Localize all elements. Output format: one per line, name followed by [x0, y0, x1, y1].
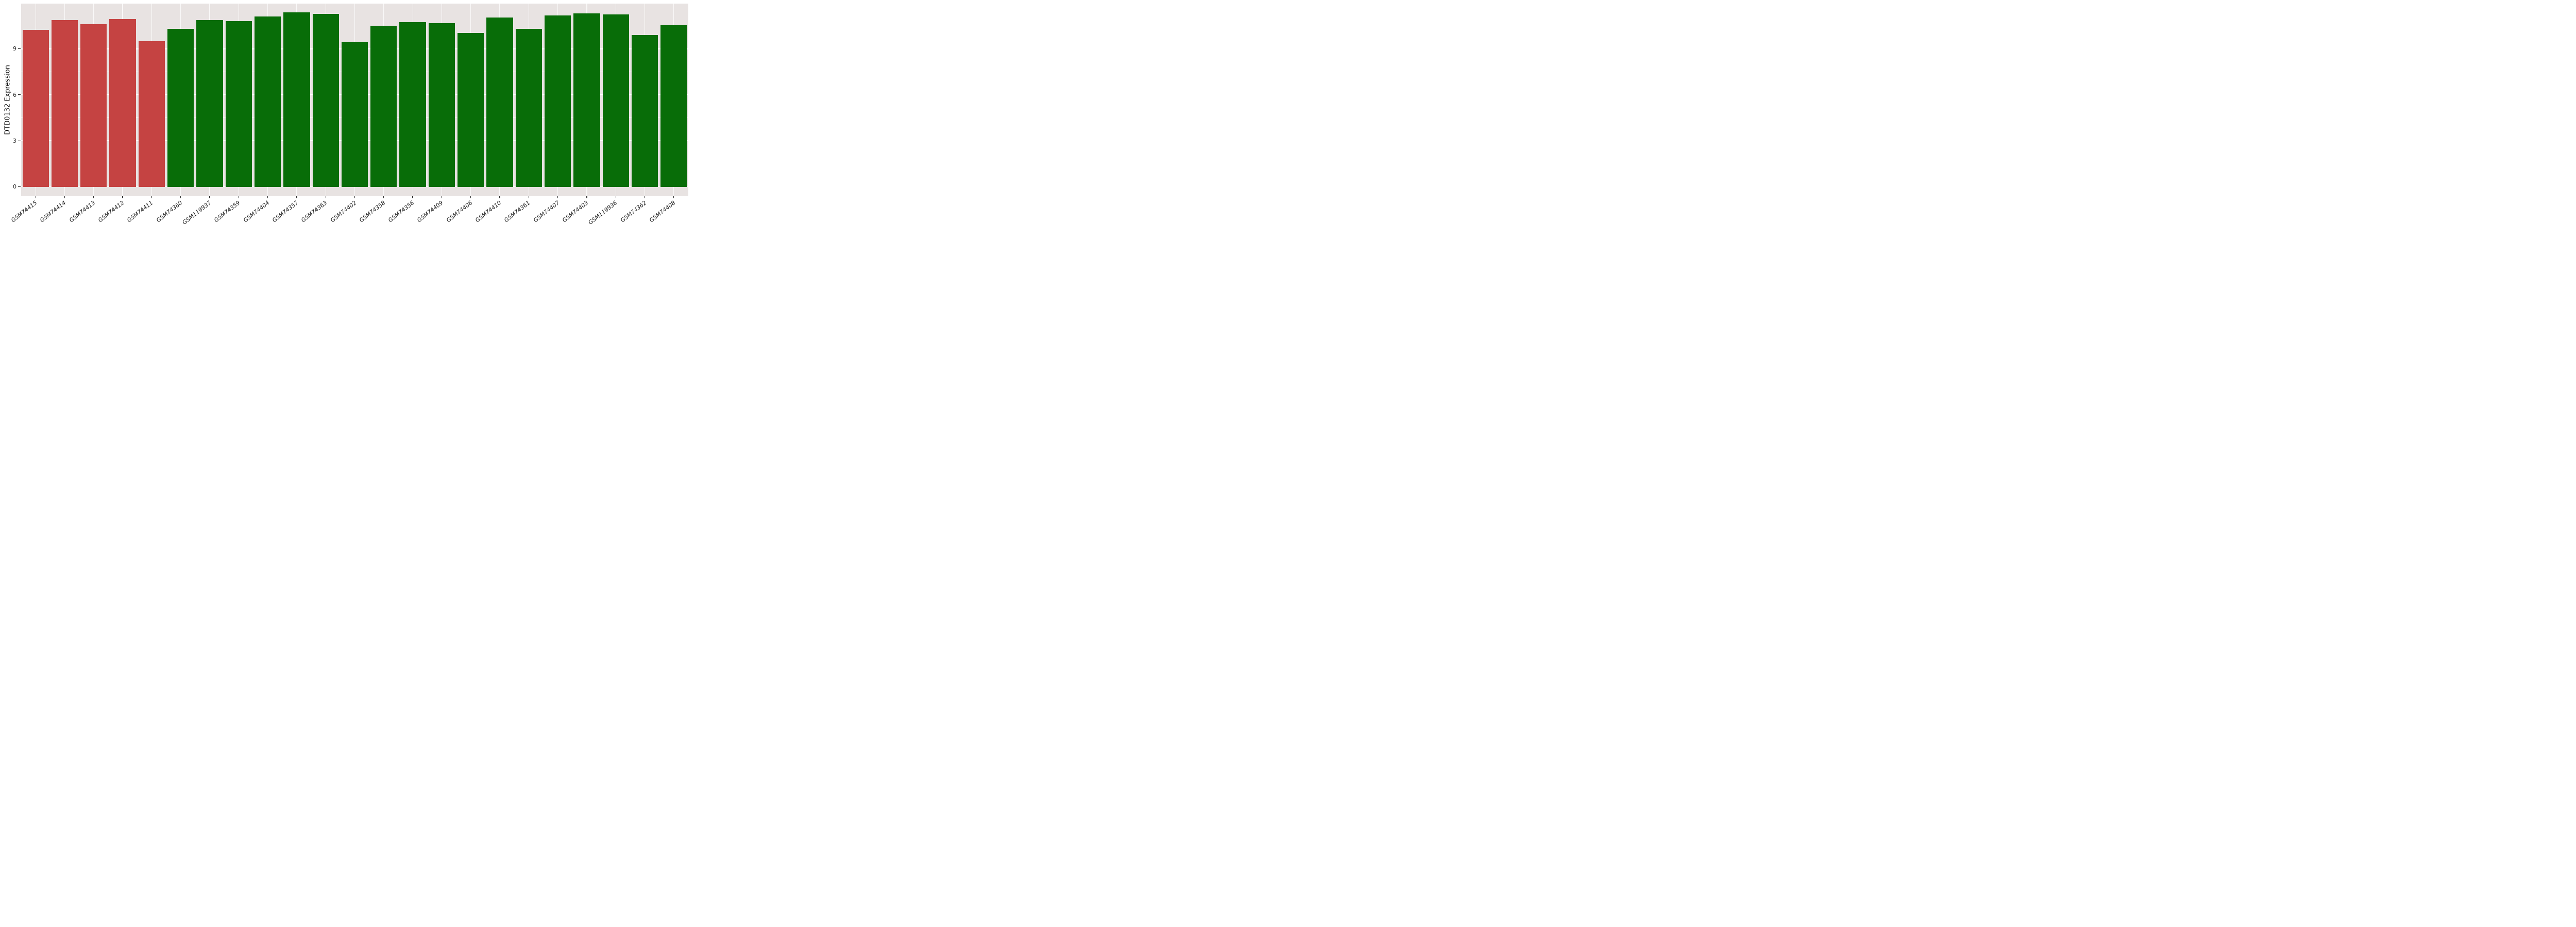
x-tick-mark-GSM74407: [557, 196, 558, 198]
bar-GSM74363: [312, 13, 339, 187]
bar-chart-figure: DTD0132 Expression 0 3 6 9 GSM74415 GSM74414 G…: [0, 0, 696, 232]
x-tick-label-GSM74413: GSM74413: [67, 199, 97, 224]
bar-GSM119937: [196, 20, 223, 187]
bar-GSM74360: [167, 28, 194, 187]
x-tick-mark-GSM74357: [296, 196, 297, 198]
x-tick-label-GSM74410: GSM74410: [474, 199, 503, 224]
x-tick-mark-GSM74358: [383, 196, 384, 198]
bar-GSM74415: [22, 30, 49, 187]
x-tick-mark-GSM74356: [412, 196, 413, 198]
x-tick-label-GSM74412: GSM74412: [97, 199, 126, 224]
x-tick-mark-GSM119937: [209, 196, 210, 198]
bar-GSM74406: [457, 33, 484, 187]
x-tick-label-GSM74409: GSM74409: [416, 199, 445, 224]
x-tick-label-GSM74411: GSM74411: [126, 199, 155, 224]
bar-GSM74409: [428, 23, 455, 187]
plot-panel: [21, 4, 688, 196]
bar-GSM74356: [399, 22, 426, 187]
bar-GSM74414: [51, 20, 78, 187]
bar-GSM74412: [109, 19, 136, 187]
y-tick-label-0: 0: [13, 183, 16, 191]
bar-GSM74413: [80, 24, 107, 187]
bar-GSM74402: [341, 42, 368, 187]
x-tick-mark-GSM74403: [586, 196, 587, 198]
x-tick-mark-GSM74406: [470, 196, 471, 198]
bar-GSM74407: [545, 15, 571, 187]
y-tick-mark-9: [18, 48, 21, 49]
x-tick-label-GSM119936: GSM119936: [587, 199, 619, 226]
x-tick-mark-GSM74404: [267, 196, 268, 198]
bar-GSM74410: [486, 18, 513, 187]
bar-GSM74359: [225, 21, 252, 187]
y-tick-label-6: 6: [13, 91, 16, 98]
x-tick-label-GSM74408: GSM74408: [648, 199, 677, 224]
x-tick-mark-GSM74411: [151, 196, 152, 198]
y-axis-title: DTD0132 Expression: [4, 65, 12, 135]
x-tick-label-GSM74363: GSM74363: [300, 199, 329, 224]
x-tick-label-GSM74361: GSM74361: [503, 199, 532, 224]
x-tick-label-GSM74358: GSM74358: [358, 199, 387, 224]
x-tick-label-GSM119937: GSM119937: [181, 199, 213, 226]
x-tick-mark-GSM74412: [122, 196, 123, 198]
y-tick-mark-0: [18, 186, 21, 187]
x-tick-mark-GSM74410: [499, 196, 500, 198]
x-tick-label-GSM74415: GSM74415: [10, 199, 39, 224]
x-tick-label-GSM74406: GSM74406: [445, 199, 474, 224]
bar-GSM74404: [254, 16, 281, 187]
x-tick-label-GSM74407: GSM74407: [532, 199, 561, 224]
bar-GSM74362: [631, 35, 658, 187]
x-tick-label-GSM74403: GSM74403: [561, 199, 590, 224]
x-tick-label-GSM74414: GSM74414: [39, 199, 67, 224]
x-tick-label-GSM74357: GSM74357: [271, 199, 300, 224]
x-tick-label-GSM74402: GSM74402: [329, 199, 358, 224]
bar-GSM119936: [602, 14, 629, 187]
bar-GSM74411: [138, 41, 165, 187]
x-tick-mark-GSM74408: [673, 196, 674, 198]
bar-GSM74361: [515, 29, 542, 187]
bar-GSM74358: [370, 26, 397, 187]
bar-GSM74408: [660, 25, 687, 187]
bar-GSM74403: [573, 13, 600, 187]
x-tick-mark-GSM74360: [180, 196, 181, 198]
y-tick-mark-6: [18, 94, 21, 95]
x-tick-mark-GSM74414: [64, 196, 65, 198]
y-tick-label-3: 3: [13, 137, 16, 144]
x-tick-mark-GSM74402: [354, 196, 355, 198]
y-tick-label-9: 9: [13, 45, 16, 53]
x-tick-label-GSM74360: GSM74360: [155, 199, 184, 224]
x-tick-label-GSM74404: GSM74404: [242, 199, 270, 224]
x-tick-label-GSM74359: GSM74359: [213, 199, 242, 224]
x-tick-label-GSM74362: GSM74362: [619, 199, 648, 224]
bar-GSM74357: [283, 12, 310, 187]
x-tick-label-GSM74356: GSM74356: [387, 199, 416, 224]
x-tick-mark-GSM74413: [93, 196, 94, 198]
